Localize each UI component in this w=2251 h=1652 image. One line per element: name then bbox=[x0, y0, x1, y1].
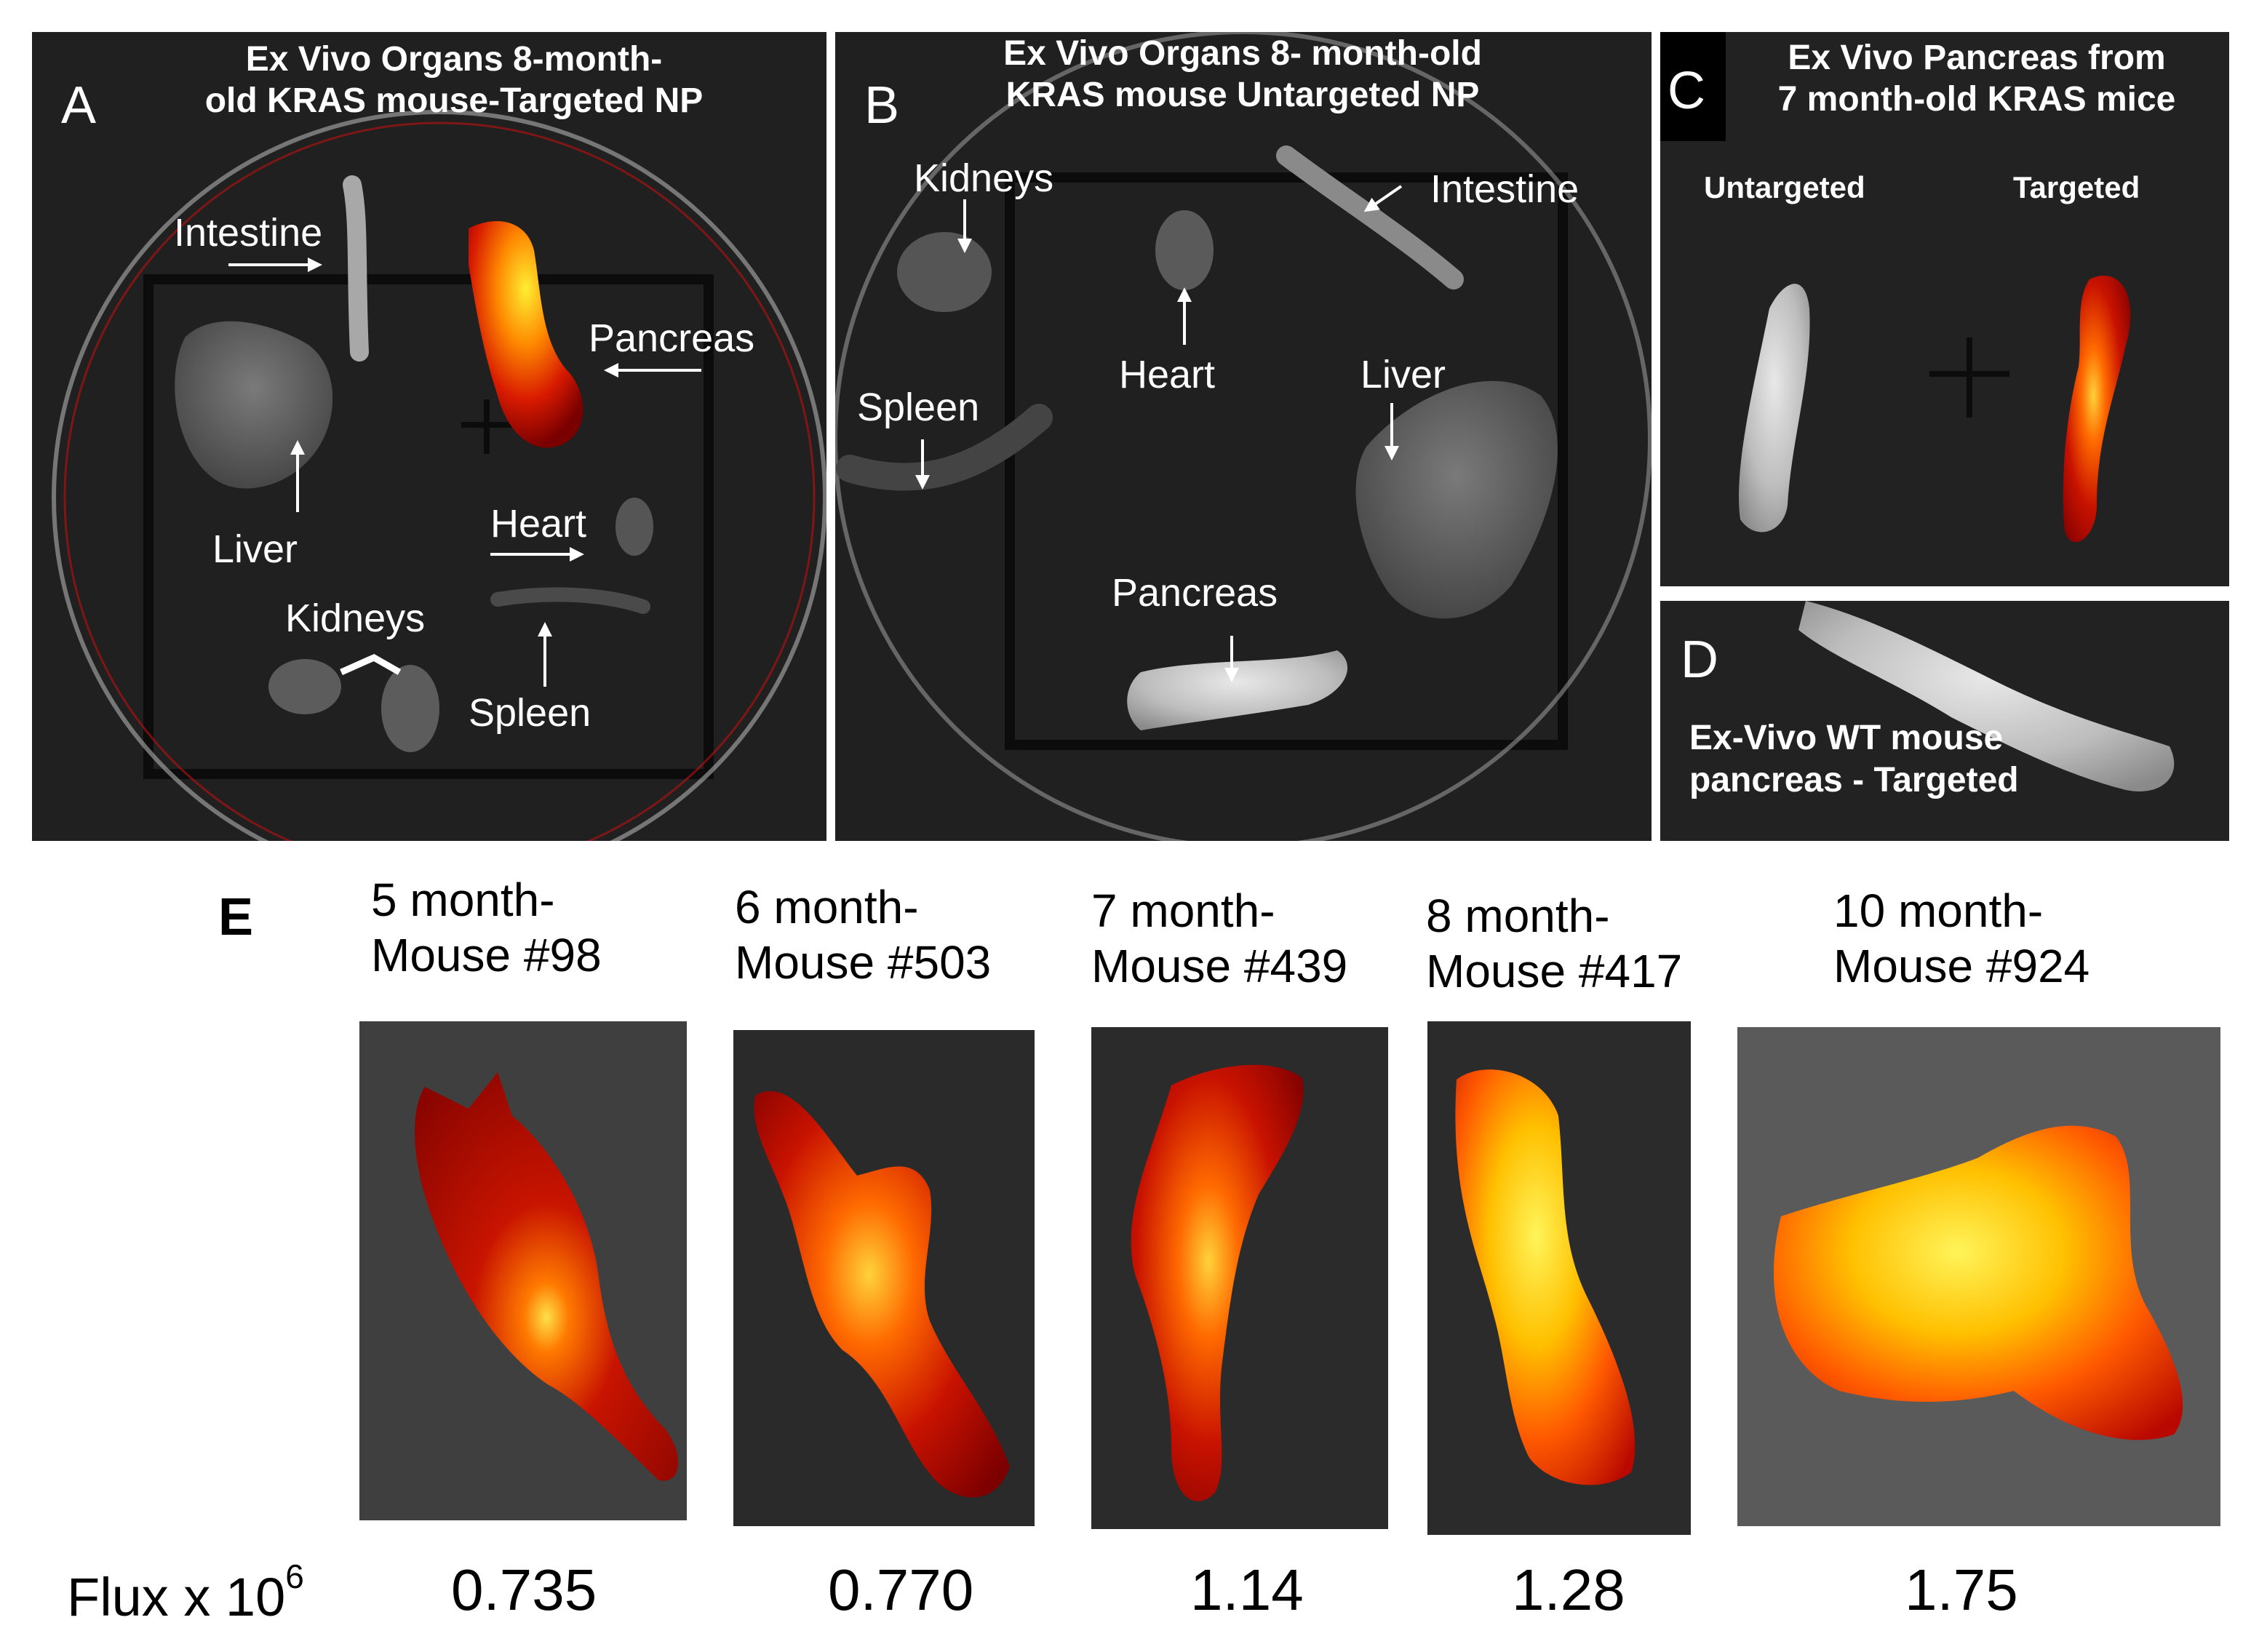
flux-label: Flux x 106 bbox=[67, 1557, 304, 1628]
sample-1-line2: Mouse #98 bbox=[371, 928, 602, 981]
panel-b-kidneys-label: Kidneys bbox=[914, 156, 1054, 200]
panel-b-liver-label: Liver bbox=[1360, 353, 1446, 396]
panel-d-caption: Ex-Vivo WT mouse pancreas - Targeted bbox=[1689, 717, 2019, 801]
panel-c-title-line1: Ex Vivo Pancreas from bbox=[1788, 39, 2166, 77]
panel-a-image bbox=[32, 32, 826, 841]
panel-c-title-line2: 7 month-old KRAS mice bbox=[1777, 79, 2176, 119]
sample-2-line2: Mouse #503 bbox=[735, 935, 992, 989]
panel-a-kidneys-label: Kidneys bbox=[285, 596, 426, 640]
panel-a-heart-label: Heart bbox=[490, 502, 587, 546]
sample-4-image bbox=[1427, 1021, 1691, 1535]
panel-c-image bbox=[1660, 32, 2229, 586]
panel-a-letter: A bbox=[61, 76, 97, 135]
panel-b-title-line2: KRAS mouse Untargeted NP bbox=[1005, 75, 1480, 114]
sample-3-heatmap bbox=[1091, 1027, 1388, 1529]
sample-4-line2: Mouse #417 bbox=[1426, 944, 1683, 997]
panel-c: C Ex Vivo Pancreas from 7 month-old KRAS… bbox=[1660, 32, 2229, 586]
panel-a-title: Ex Vivo Organs 8-month- old KRAS mouse-T… bbox=[127, 39, 781, 121]
sample-4-label: 8 month- Mouse #417 bbox=[1426, 889, 1682, 999]
panel-d-letter: D bbox=[1681, 631, 1718, 689]
panel-a-intestine-label: Intestine bbox=[174, 211, 323, 255]
sample-1-heatmap bbox=[359, 1021, 687, 1520]
panel-c-targeted-label: Targeted bbox=[2013, 170, 2140, 204]
panel-a-pancreas-label: Pancreas bbox=[589, 316, 755, 360]
sample-3-flux: 1.14 bbox=[1190, 1557, 1304, 1622]
sample-2-image bbox=[733, 1030, 1035, 1526]
panel-a-title-line1: Ex Vivo Organs 8-month- bbox=[245, 40, 663, 79]
panel-a-liver-label: Liver bbox=[212, 527, 298, 571]
sample-3-image bbox=[1091, 1027, 1388, 1529]
sample-3-line1: 7 month- bbox=[1091, 885, 1275, 937]
panel-b-pancreas-label: Pancreas bbox=[1112, 571, 1278, 615]
panel-b-spleen-label: Spleen bbox=[857, 386, 980, 429]
sample-1-label: 5 month- Mouse #98 bbox=[371, 873, 602, 983]
flux-label-exponent: 6 bbox=[285, 1557, 304, 1595]
sample-5-image bbox=[1737, 1027, 2220, 1526]
sample-4-heatmap bbox=[1427, 1021, 1691, 1535]
panel-b-heart-label: Heart bbox=[1119, 353, 1216, 396]
panel-c-untargeted-label: Untargeted bbox=[1704, 170, 1865, 204]
sample-2-line1: 6 month- bbox=[735, 881, 919, 933]
panel-d: D Ex-Vivo WT mouse pancreas - Targeted bbox=[1660, 601, 2229, 841]
panel-c-title: Ex Vivo Pancreas from 7 month-old KRAS m… bbox=[1726, 38, 2228, 120]
panel-d-image bbox=[1660, 601, 2229, 841]
panel-a: A Ex Vivo Organs 8-month- old KRAS mouse… bbox=[32, 32, 826, 841]
sample-5-label: 10 month- Mouse #924 bbox=[1833, 884, 2089, 994]
sample-1-image bbox=[359, 1021, 687, 1520]
panel-a-title-line2: old KRAS mouse-Targeted NP bbox=[204, 81, 704, 120]
panel-b-title: Ex Vivo Organs 8- month-old KRAS mouse U… bbox=[915, 33, 1570, 116]
sample-4-line1: 8 month- bbox=[1426, 890, 1610, 942]
sample-3-line2: Mouse #439 bbox=[1091, 939, 1348, 992]
sample-5-heatmap bbox=[1737, 1027, 2220, 1526]
panel-a-spleen-label: Spleen bbox=[469, 691, 591, 735]
sample-4-flux: 1.28 bbox=[1512, 1557, 1625, 1622]
panel-b-intestine-label: Intestine bbox=[1430, 167, 1579, 211]
panel-e-letter: E bbox=[218, 888, 254, 946]
sample-2-heatmap bbox=[733, 1030, 1035, 1526]
flux-label-text: Flux x 10 bbox=[67, 1567, 286, 1627]
panel-d-caption-line1: Ex-Vivo WT mouse bbox=[1689, 719, 2004, 757]
panel-b-image bbox=[835, 32, 1652, 841]
sample-1-line1: 5 month- bbox=[371, 874, 555, 926]
sample-5-flux: 1.75 bbox=[1905, 1557, 2018, 1622]
panel-d-caption-line2: pancreas - Targeted bbox=[1689, 760, 2019, 799]
sample-5-line2: Mouse #924 bbox=[1833, 939, 2090, 992]
sample-3-label: 7 month- Mouse #439 bbox=[1091, 884, 1347, 994]
panel-b-title-line1: Ex Vivo Organs 8- month-old bbox=[1003, 34, 1482, 73]
sample-2-label: 6 month- Mouse #503 bbox=[735, 880, 991, 990]
panel-c-letter: C bbox=[1668, 62, 1705, 120]
sample-1-flux: 0.735 bbox=[451, 1557, 597, 1622]
sample-2-flux: 0.770 bbox=[828, 1557, 974, 1622]
panel-b-letter: B bbox=[864, 76, 900, 135]
panel-b: B Ex Vivo Organs 8- month-old KRAS mouse… bbox=[835, 32, 1652, 841]
sample-5-line1: 10 month- bbox=[1833, 885, 2044, 937]
